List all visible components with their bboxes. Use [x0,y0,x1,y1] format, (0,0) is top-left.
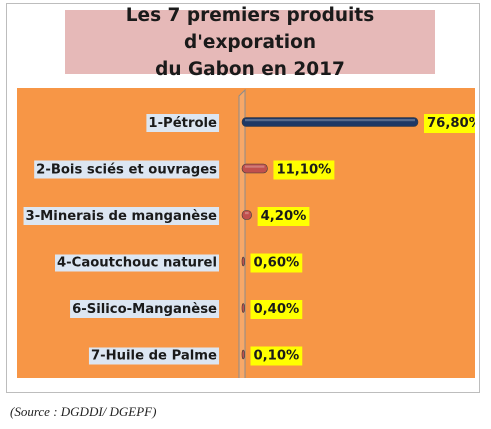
value-label: 0,40% [254,302,300,317]
value-label: 0,60% [254,256,300,271]
chart-title-line-1: Les 7 premiers produits d'exporation [125,4,375,53]
category-label: 1-Pétrole [148,115,217,131]
chart-title-line-2: du Gabon en 2017 [155,58,345,80]
bar [241,117,419,127]
bar [241,163,268,174]
category-label: 7-Huile de Palme [91,349,217,364]
value-label: 4,20% [261,209,307,224]
chart-title: Les 7 premiers produits d'exporation du … [65,5,435,80]
bar-highlight [245,165,265,168]
category-label-highlight [146,114,220,132]
value-label-background [250,300,303,319]
category-label: 3-Minerais de manganèse [26,208,218,224]
category-label-highlight [88,347,220,365]
bar-highlight [245,212,249,215]
value-label-background [250,346,303,366]
value-label-background [424,114,475,133]
category-label-highlight [55,254,219,272]
category-label: 6-Silico-Manganèse [72,301,217,317]
value-label: 11,10% [276,163,331,178]
value-label: 0,10% [254,349,300,364]
axis-wall [238,88,246,378]
plot-area: 1-Pétrole 76,80% 2-Bois sciés et ouvrages 1… [17,88,475,378]
bar [241,303,245,313]
value-label-background [250,253,303,273]
source-note: (Source : DGDDI/ DGEPF) [10,404,157,419]
category-label-highlight [34,160,220,179]
value-label: 76,80% [427,116,475,131]
category-label-highlight [70,300,220,318]
bar [241,349,245,360]
bar [241,256,245,267]
bar-chart: 1-Pétrole 76,80% 2-Bois sciés et ouvrages 1… [23,88,475,378]
category-label: 2-Bois sciés et ouvrages [36,162,217,178]
category-label-highlight [23,207,220,225]
category-label: 4-Caoutchouc naturel [57,256,217,271]
bar [241,210,252,220]
value-label-background [273,160,335,180]
bar-highlight [245,119,415,122]
value-label-background [257,207,310,226]
